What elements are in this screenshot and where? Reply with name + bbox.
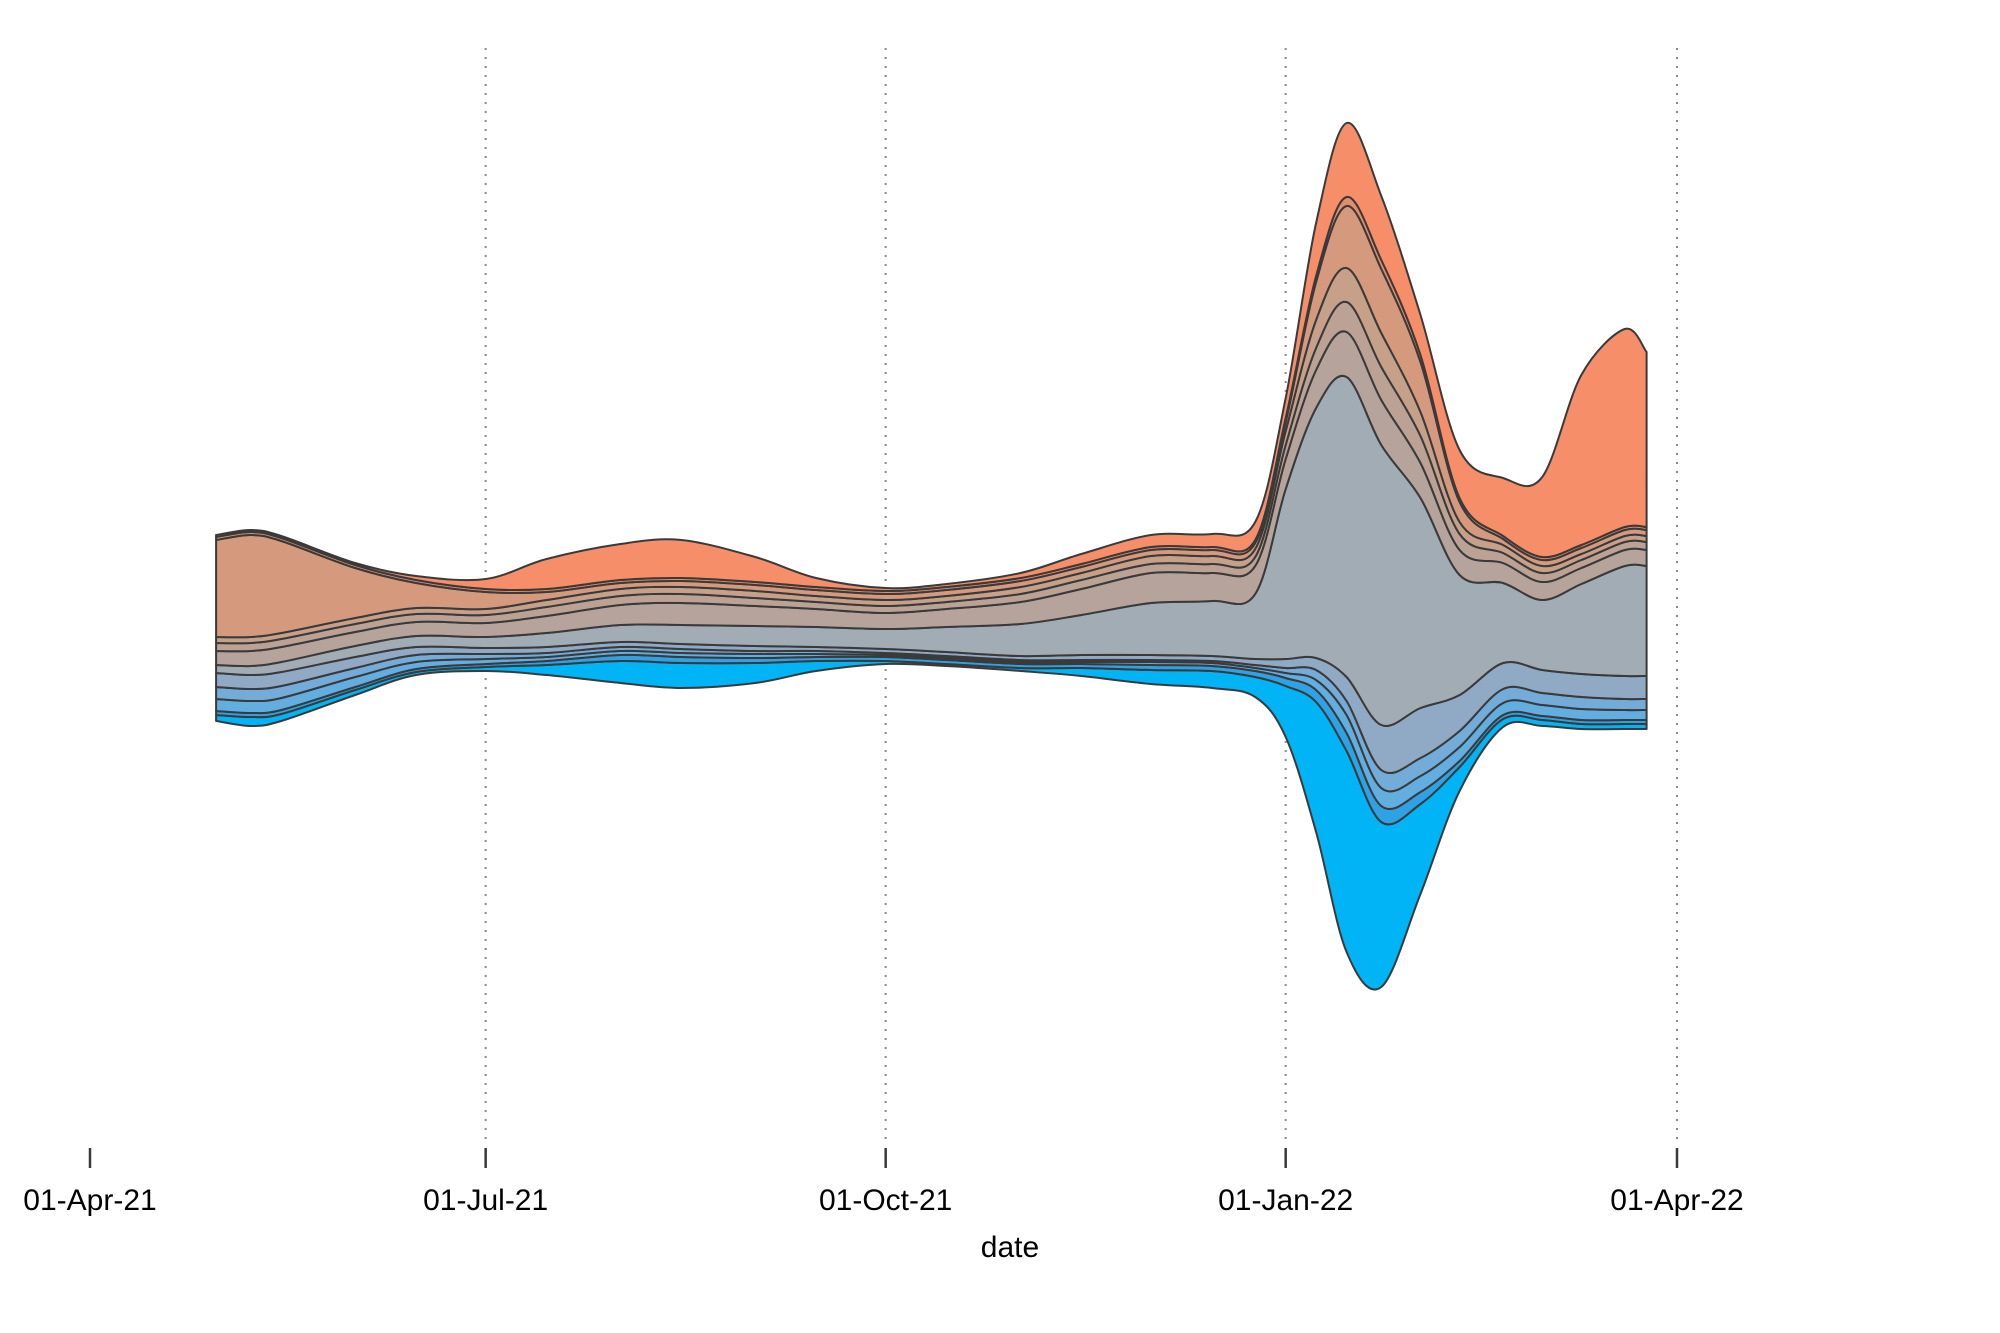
x-tick-label: 01-Apr-21	[23, 1184, 156, 1217]
x-tick-label: 01-Jan-22	[1218, 1184, 1353, 1217]
stream-layers	[215, 121, 1648, 991]
x-tick-label: 01-Jul-21	[423, 1184, 548, 1217]
x-axis: 01-Apr-21 01-Jul-21 01-Oct-21 01-Jan-22 01-A…	[23, 1148, 1744, 1217]
x-tick-label: 01-Oct-21	[819, 1184, 952, 1217]
grid-lines	[484, 48, 1678, 1140]
x-tick-label: 01-Apr-22	[1610, 1184, 1743, 1217]
x-axis-title: date	[981, 1231, 1039, 1264]
stream-layer-12	[215, 121, 1648, 592]
